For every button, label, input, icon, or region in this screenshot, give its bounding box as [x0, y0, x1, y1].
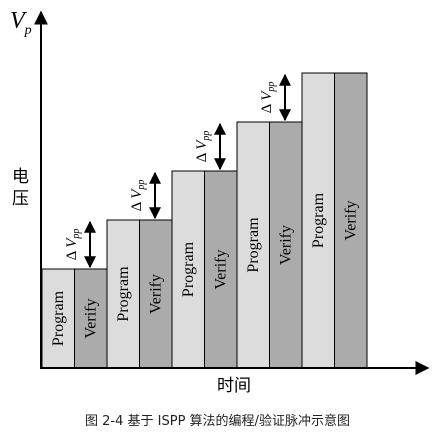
program-label: Program	[310, 192, 327, 248]
figure-caption: 图 2-4 基于 ISPP 算法的编程/验证脉冲示意图	[0, 410, 435, 429]
verify-label: Verify	[82, 299, 99, 339]
y-axis-symbol-sub: p	[24, 23, 32, 38]
delta-symbol: Δ	[129, 199, 145, 212]
delta-v-subscript: pp	[266, 82, 277, 93]
delta-v-subscript: pp	[201, 131, 212, 142]
y-axis-symbol: Vp	[10, 8, 32, 38]
program-label: Program	[245, 217, 262, 273]
delta-symbol: Δ	[64, 248, 80, 261]
delta-vpp-label: Δ Vpp	[129, 180, 147, 212]
program-label: Program	[115, 266, 132, 322]
y-axis-title-2: 压	[12, 189, 29, 209]
delta-symbol: Δ	[194, 150, 210, 163]
delta-vpp-label: Δ Vpp	[194, 131, 212, 163]
x-axis-title: 时间	[217, 376, 251, 396]
y-axis-title-1: 电	[12, 167, 29, 187]
program-label: Program	[50, 290, 67, 346]
delta-v-subscript: pp	[71, 229, 82, 240]
verify-label: Verify	[342, 201, 359, 241]
delta-vpp-label: Δ Vpp	[64, 229, 82, 261]
delta-v-subscript: pp	[136, 180, 147, 191]
delta-symbol: Δ	[259, 101, 275, 114]
verify-label: Verify	[212, 250, 229, 290]
verify-label: Verify	[147, 274, 164, 314]
verify-label: Verify	[277, 225, 294, 265]
program-label: Program	[180, 241, 197, 297]
pulse-group: Program Verify Δ Vpp Program Verify Δ Vpp Prog…	[42, 73, 367, 368]
delta-vpp-label: Δ Vpp	[259, 82, 277, 114]
